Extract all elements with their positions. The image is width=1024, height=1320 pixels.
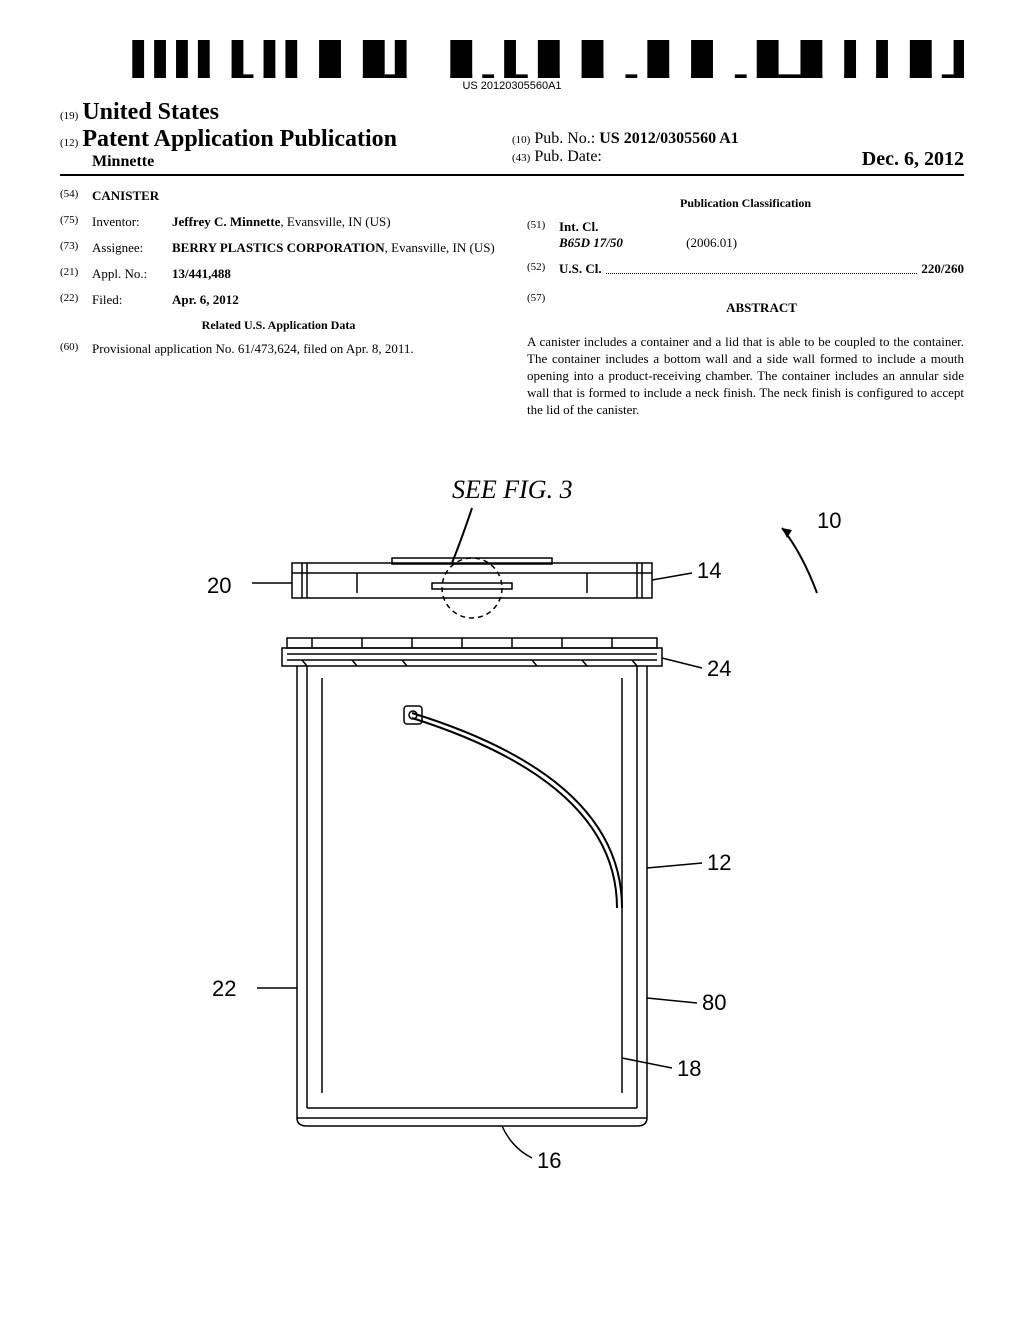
ref-20: 20 xyxy=(207,573,231,598)
abstract-num: (57) xyxy=(527,292,559,304)
inventor-name: Jeffrey C. Minnette xyxy=(172,214,280,229)
country: United States xyxy=(82,99,219,125)
intcl-date: (2006.01) xyxy=(686,235,737,250)
class-title: Publication Classification xyxy=(527,196,964,211)
pub-type-prefix: (12) xyxy=(60,137,78,149)
uscl-num: (52) xyxy=(527,261,559,273)
drawing: SEE FIG. 3 20 14 xyxy=(60,468,964,1193)
pub-date-value: Dec. 6, 2012 xyxy=(862,148,964,171)
pub-date-prefix: (43) xyxy=(512,152,530,164)
intcl-num: (51) xyxy=(527,219,559,231)
assignee-num: (73) xyxy=(60,240,92,252)
right-column: Publication Classification (51) Int. Cl.… xyxy=(527,188,964,418)
related-title: Related U.S. Application Data xyxy=(60,318,497,333)
abstract-label: ABSTRACT xyxy=(559,300,964,316)
ref-14: 14 xyxy=(697,558,721,583)
pub-no-value: US 2012/0305560 A1 xyxy=(599,130,739,147)
barcode-text: US 20120305560A1 xyxy=(60,80,964,92)
filed-val: Apr. 6, 2012 xyxy=(172,292,497,308)
inventor-label: Inventor: xyxy=(92,214,172,230)
left-column: (54) CANISTER (75) Inventor: Jeffrey C. … xyxy=(60,188,497,418)
ref-24: 24 xyxy=(707,656,731,681)
ref-10: 10 xyxy=(817,508,841,533)
see-fig-text: SEE FIG. 3 xyxy=(452,475,573,504)
header: (19) United States (12) Patent Applicati… xyxy=(60,99,964,176)
appl-label: Appl. No.: xyxy=(92,266,172,282)
ref-18: 18 xyxy=(677,1056,701,1081)
inventor-num: (75) xyxy=(60,214,92,226)
pub-no-prefix: (10) xyxy=(512,134,530,146)
dotfill xyxy=(606,273,918,274)
abstract-text: A canister includes a container and a li… xyxy=(527,334,964,418)
prov-num: (60) xyxy=(60,341,92,353)
assignee-label: Assignee: xyxy=(92,240,172,256)
uscl-val: 220/260 xyxy=(921,261,964,277)
pub-type: Patent Application Publication xyxy=(82,126,397,152)
inventor-loc: , Evansville, IN (US) xyxy=(280,214,390,229)
barcode-lines: ▌▌▌▌▐ ▌▌▐▌▐▌▌ ▐▌ ▌▐▌▐▌ ▐▌▐▌ ▐▌▐▌▐ ▌▐▌▐ ▌… xyxy=(60,40,964,78)
title: CANISTER xyxy=(92,188,159,204)
filed-label: Filed: xyxy=(92,292,172,308)
appl-val: 13/441,488 xyxy=(172,266,497,282)
filed-num: (22) xyxy=(60,292,92,304)
metadata-columns: (54) CANISTER (75) Inventor: Jeffrey C. … xyxy=(60,188,964,418)
ref-22: 22 xyxy=(212,976,236,1001)
ref-80: 80 xyxy=(702,990,726,1015)
intcl-label: Int. Cl. xyxy=(559,219,964,235)
title-num: (54) xyxy=(60,188,92,200)
pub-no-label: Pub. No.: xyxy=(534,130,595,147)
prov-text: Provisional application No. 61/473,624, … xyxy=(92,341,497,357)
pub-date-label: Pub. Date: xyxy=(534,148,602,165)
inventor-header: Minnette xyxy=(60,153,512,171)
assignee-name: BERRY PLASTICS CORPORATION xyxy=(172,240,385,255)
ref-12: 12 xyxy=(707,850,731,875)
appl-num: (21) xyxy=(60,266,92,278)
barcode-block: ▌▌▌▌▐ ▌▌▐▌▐▌▌ ▐▌ ▌▐▌▐▌ ▐▌▐▌ ▐▌▐▌▐ ▌▐▌▐ ▌… xyxy=(60,40,964,94)
uscl-label: U.S. Cl. xyxy=(559,261,602,277)
country-prefix: (19) xyxy=(60,110,78,122)
assignee-loc: , Evansville, IN (US) xyxy=(385,240,495,255)
ref-16: 16 xyxy=(537,1148,561,1173)
intcl-code: B65D 17/50 xyxy=(559,235,623,250)
